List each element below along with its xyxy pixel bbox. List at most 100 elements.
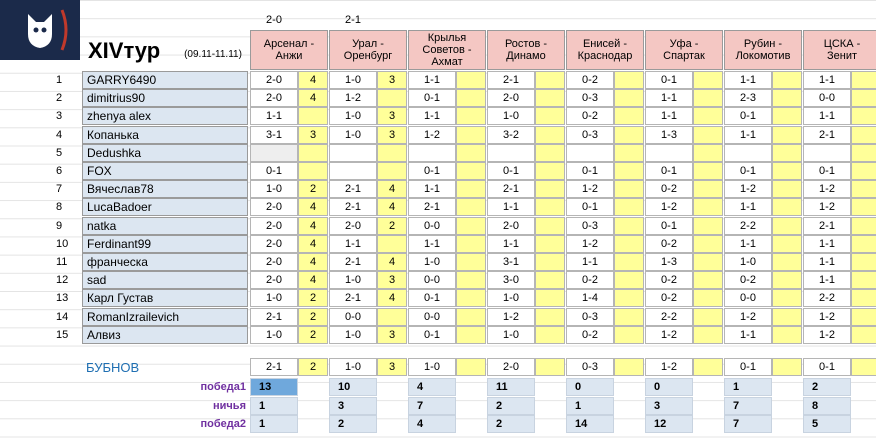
points-empty [535, 89, 565, 108]
player-name: zhenya alex [82, 107, 248, 126]
points-empty [772, 125, 802, 144]
points-empty [851, 216, 876, 235]
points-empty [535, 198, 565, 217]
stat-value: 7 [724, 396, 772, 415]
points-empty [535, 271, 565, 290]
player-name: natka [82, 216, 248, 235]
row-number: 14 [56, 310, 69, 323]
pick: 1-2 [803, 307, 851, 326]
pick: 0-0 [329, 307, 377, 326]
points-empty [772, 71, 802, 89]
pick: 2-1 [487, 180, 535, 199]
pick: 0-2 [566, 71, 614, 89]
pick: 0-0 [408, 216, 456, 235]
pick: 0-3 [566, 89, 614, 108]
points-empty [614, 143, 644, 162]
pick: 2-0 [250, 216, 298, 235]
points-empty [693, 125, 723, 144]
points-empty [614, 358, 644, 376]
pick: 2-0 [487, 358, 535, 376]
pick: 0-1 [408, 325, 456, 344]
points-empty [377, 234, 407, 253]
points-empty [456, 162, 486, 180]
pick: 0-0 [408, 307, 456, 326]
points-empty [456, 216, 486, 235]
pick: 0-2 [566, 271, 614, 290]
pick-empty [803, 143, 851, 162]
tour-title: XIVтур [88, 38, 161, 63]
pick: 1-2 [645, 198, 693, 217]
points: 4 [298, 253, 328, 271]
points-empty [851, 253, 876, 271]
points-empty [693, 107, 723, 126]
player-name: GARRY6490 [82, 71, 248, 89]
pick: 1-1 [803, 253, 851, 271]
pick: 0-2 [645, 180, 693, 199]
points: 3 [377, 107, 407, 126]
player-name: Dedushka [82, 143, 248, 162]
pick: 1-0 [329, 358, 377, 376]
pick: 2-0 [250, 271, 298, 290]
pick: 3-2 [487, 125, 535, 144]
points: 2 [298, 358, 328, 376]
points-empty [772, 89, 802, 108]
pick: 0-3 [566, 358, 614, 376]
points-empty [693, 180, 723, 199]
stat-label: ничья [213, 399, 246, 412]
points: 3 [377, 271, 407, 290]
points-empty [298, 162, 328, 180]
points-empty [693, 71, 723, 89]
points-empty [851, 71, 876, 89]
pick: 1-2 [724, 307, 772, 326]
points-empty [456, 180, 486, 199]
points-empty [535, 125, 565, 144]
stat-value: 0 [566, 378, 614, 396]
points-empty [772, 162, 802, 180]
pick: 1-3 [645, 253, 693, 271]
points-empty [535, 234, 565, 253]
points-empty [851, 234, 876, 253]
match-header: Урал - Оренбург [329, 30, 407, 70]
points: 2 [298, 307, 328, 326]
points-empty [772, 307, 802, 326]
pick: 1-2 [803, 325, 851, 344]
pick: 1-1 [803, 71, 851, 89]
points-empty [693, 307, 723, 326]
stat-label: победа1 [200, 381, 247, 393]
points-empty [456, 89, 486, 108]
pick: 2-0 [329, 216, 377, 235]
pick: 3-0 [487, 271, 535, 290]
pick: 1-2 [566, 180, 614, 199]
row-number: 2 [56, 92, 63, 105]
points-empty [614, 180, 644, 199]
points-empty [772, 143, 802, 162]
points-empty [456, 234, 486, 253]
stat-value: 2 [803, 378, 851, 396]
pick: 0-1 [645, 162, 693, 180]
match-header: Крылья Советов - Ахмат [408, 30, 486, 70]
pick: 1-2 [724, 180, 772, 199]
match-header: Уфа - Спартак [645, 30, 723, 70]
points-empty [377, 162, 407, 180]
points-empty [614, 198, 644, 217]
points-empty [772, 234, 802, 253]
points-empty [851, 289, 876, 308]
points-empty [693, 143, 723, 162]
points-empty [535, 162, 565, 180]
pick: 0-2 [566, 107, 614, 126]
points-empty [693, 289, 723, 308]
points-empty [377, 307, 407, 326]
pick: 3-1 [487, 253, 535, 271]
pick: 1-3 [645, 125, 693, 144]
match-header: ЦСКА - Зенит [803, 30, 876, 70]
match-header: Енисей - Краснодар [566, 30, 644, 70]
points-empty [614, 325, 644, 344]
pick: 0-1 [724, 162, 772, 180]
pick: 1-0 [250, 325, 298, 344]
stat-value: 4 [408, 415, 456, 433]
stat-value: 1 [566, 396, 614, 415]
points-empty [614, 107, 644, 126]
pick: 2-1 [250, 307, 298, 326]
points-empty [535, 253, 565, 271]
